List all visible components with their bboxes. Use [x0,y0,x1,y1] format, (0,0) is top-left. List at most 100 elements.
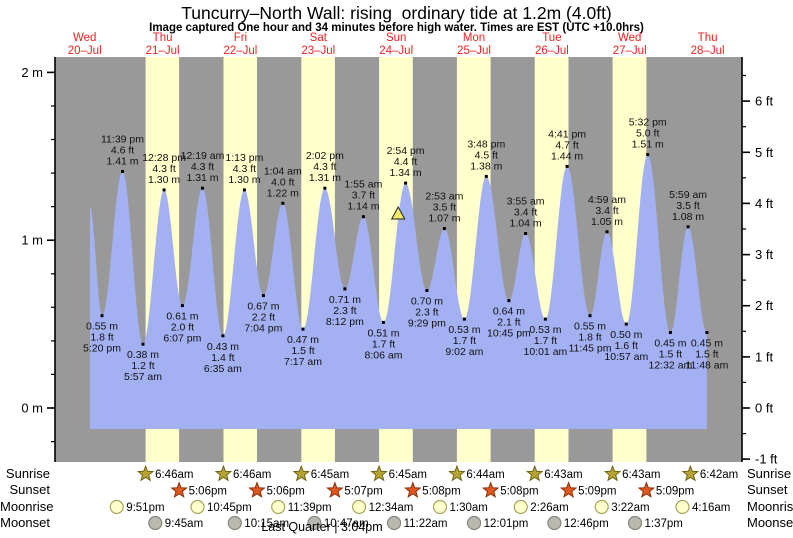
high-tide-annotation: 4.4 ft [394,156,417,168]
high-tide-annotation: 1.44 m [551,150,583,162]
low-tide-annotation: 5:57 am [124,371,162,383]
tide-extreme-dot [565,164,569,168]
moonrise-disc-icon [271,499,286,515]
sunrise-star-icon [681,464,700,482]
high-tide-annotation: 2:54 pm [387,145,425,157]
high-tide-annotation: 4.3 ft [152,163,175,175]
high-tide-annotation: 1.30 m [148,174,180,186]
tide-extreme-dot [221,334,225,338]
high-tide-annotation: 1.07 m [428,213,460,225]
day-label-date: 27–Jul [613,45,647,57]
high-tide-annotation: 5:32 pm [629,117,667,129]
sunset-star-icon [481,481,500,498]
tide-extreme-dot [425,289,429,292]
high-tide-annotation: 3.5 ft [433,202,456,214]
low-tide-annotation: 6:35 am [204,363,242,375]
high-tide-annotation: 1.22 m [267,187,299,199]
moonrise-disc-icon [513,499,528,515]
sunset-time: 5:08pm [500,486,538,498]
low-tide-annotation: 8:06 am [365,349,403,361]
tide-extreme-dot [624,322,628,326]
high-tide-annotation: 1.34 m [390,167,422,179]
day-label-date: 21–Jul [146,45,180,57]
sunrise-star-icon [448,464,466,482]
high-tide-annotation: 1.41 m [106,155,138,167]
low-tide-annotation: 0.47 m [287,334,319,346]
high-tide-annotation: 2:53 am [425,191,463,203]
left-axis-tick-label: 1 m [21,233,43,248]
high-tide-annotation: 5:59 am [669,189,707,201]
tide-extreme-dot [404,181,408,185]
day-label-weekday: Thu [698,32,718,44]
moonrise-row-label-left: Moonrise [0,499,54,514]
moonset-time: 12:46pm [564,518,609,530]
low-tide-annotation: 0.67 m [247,301,279,313]
right-axis-tick-label: 4 ft [755,196,773,211]
low-tide-annotation: 1.6 ft [615,340,638,352]
low-tide-annotation: 1.4 ft [211,352,234,364]
high-tide-annotation: 4.6 ft [111,144,134,156]
low-tide-annotation: 0.43 m [207,341,239,353]
low-tide-annotation: 0.45 m [691,338,723,350]
tide-extreme-dot [100,314,104,318]
day-label-date: 20–Jul [68,45,102,57]
moonset-time: 10:47am [324,518,369,530]
low-tide-annotation: 1.7 ft [453,335,476,347]
low-tide-annotation: 1.5 ft [291,345,314,357]
high-tide-annotation: 3:48 pm [467,138,505,150]
sunrise-star-icon [525,464,544,482]
right-axis-tick-label: 2 ft [755,298,773,313]
high-tide-annotation: 3.5 ft [676,200,699,212]
low-tide-annotation: 9:29 pm [408,318,446,330]
high-tide-annotation: 1:13 pm [225,152,263,164]
right-axis-tick-label: 6 ft [755,94,773,109]
low-tide-annotation: 10:01 am [524,346,568,358]
low-tide-annotation: 2.3 ft [415,307,438,319]
sunset-row-label-left: Sunset [9,482,50,497]
moonrise-disc-icon [109,499,124,515]
moonrise-time: 12:34am [369,502,414,514]
tide-extreme-dot [543,317,547,321]
low-tide-annotation: 0.64 m [493,306,525,318]
moonset-time: 10:15am [244,518,289,530]
right-axis-tick-label: 3 ft [755,247,773,262]
high-tide-annotation: 4.0 ft [271,176,294,188]
tide-extreme-dot [484,174,488,178]
day-label-weekday: Sun [386,32,406,44]
sunrise-time: 6:43am [622,469,660,481]
moonrise-time: 1:30am [450,502,488,514]
left-axis-tick-label: 0 m [21,401,43,416]
day-label-date: 23–Jul [301,45,335,57]
tide-extreme-dot [382,320,385,324]
moonset-disc-icon [387,515,402,531]
low-tide-annotation: 2.1 ft [497,317,520,329]
moonset-time: 9:45am [165,518,203,530]
sunrise-time: 6:46am [155,469,193,481]
sunrise-star-icon [214,464,233,482]
low-tide-annotation: 7:17 am [284,356,322,368]
high-tide-annotation: 11:39 pm [101,133,144,145]
high-tide-annotation: 1.14 m [347,201,379,213]
moonrise-time: 10:45pm [207,502,252,514]
sunset-time: 5:08pm [422,486,460,498]
sunset-row-label-right: Sunset [747,482,788,497]
tide-extreme-dot [646,153,650,157]
sunrise-star-icon [136,464,155,482]
sunrise-star-icon [370,464,388,482]
moonset-disc-icon [227,515,242,531]
sunrise-star-icon [603,464,622,482]
page-title: Tuncurry–North Wall: rising ordinary tid… [181,3,612,23]
tide-extreme-dot [242,188,246,192]
moonrise-disc-icon [190,499,205,515]
tide-curve [89,154,707,429]
high-tide-annotation: 1.31 m [309,172,341,184]
high-tide-annotation: 1:55 am [344,179,382,191]
low-tide-annotation: 1.5 ft [659,349,682,361]
high-tide-annotation: 1.51 m [632,139,664,151]
tide-extreme-dot [442,227,446,230]
high-tide-annotation: 3:55 am [507,196,545,208]
day-label-weekday: Mon [463,32,485,44]
day-label-date: 26–Jul [535,45,569,57]
sunrise-time: 6:46am [233,469,271,481]
